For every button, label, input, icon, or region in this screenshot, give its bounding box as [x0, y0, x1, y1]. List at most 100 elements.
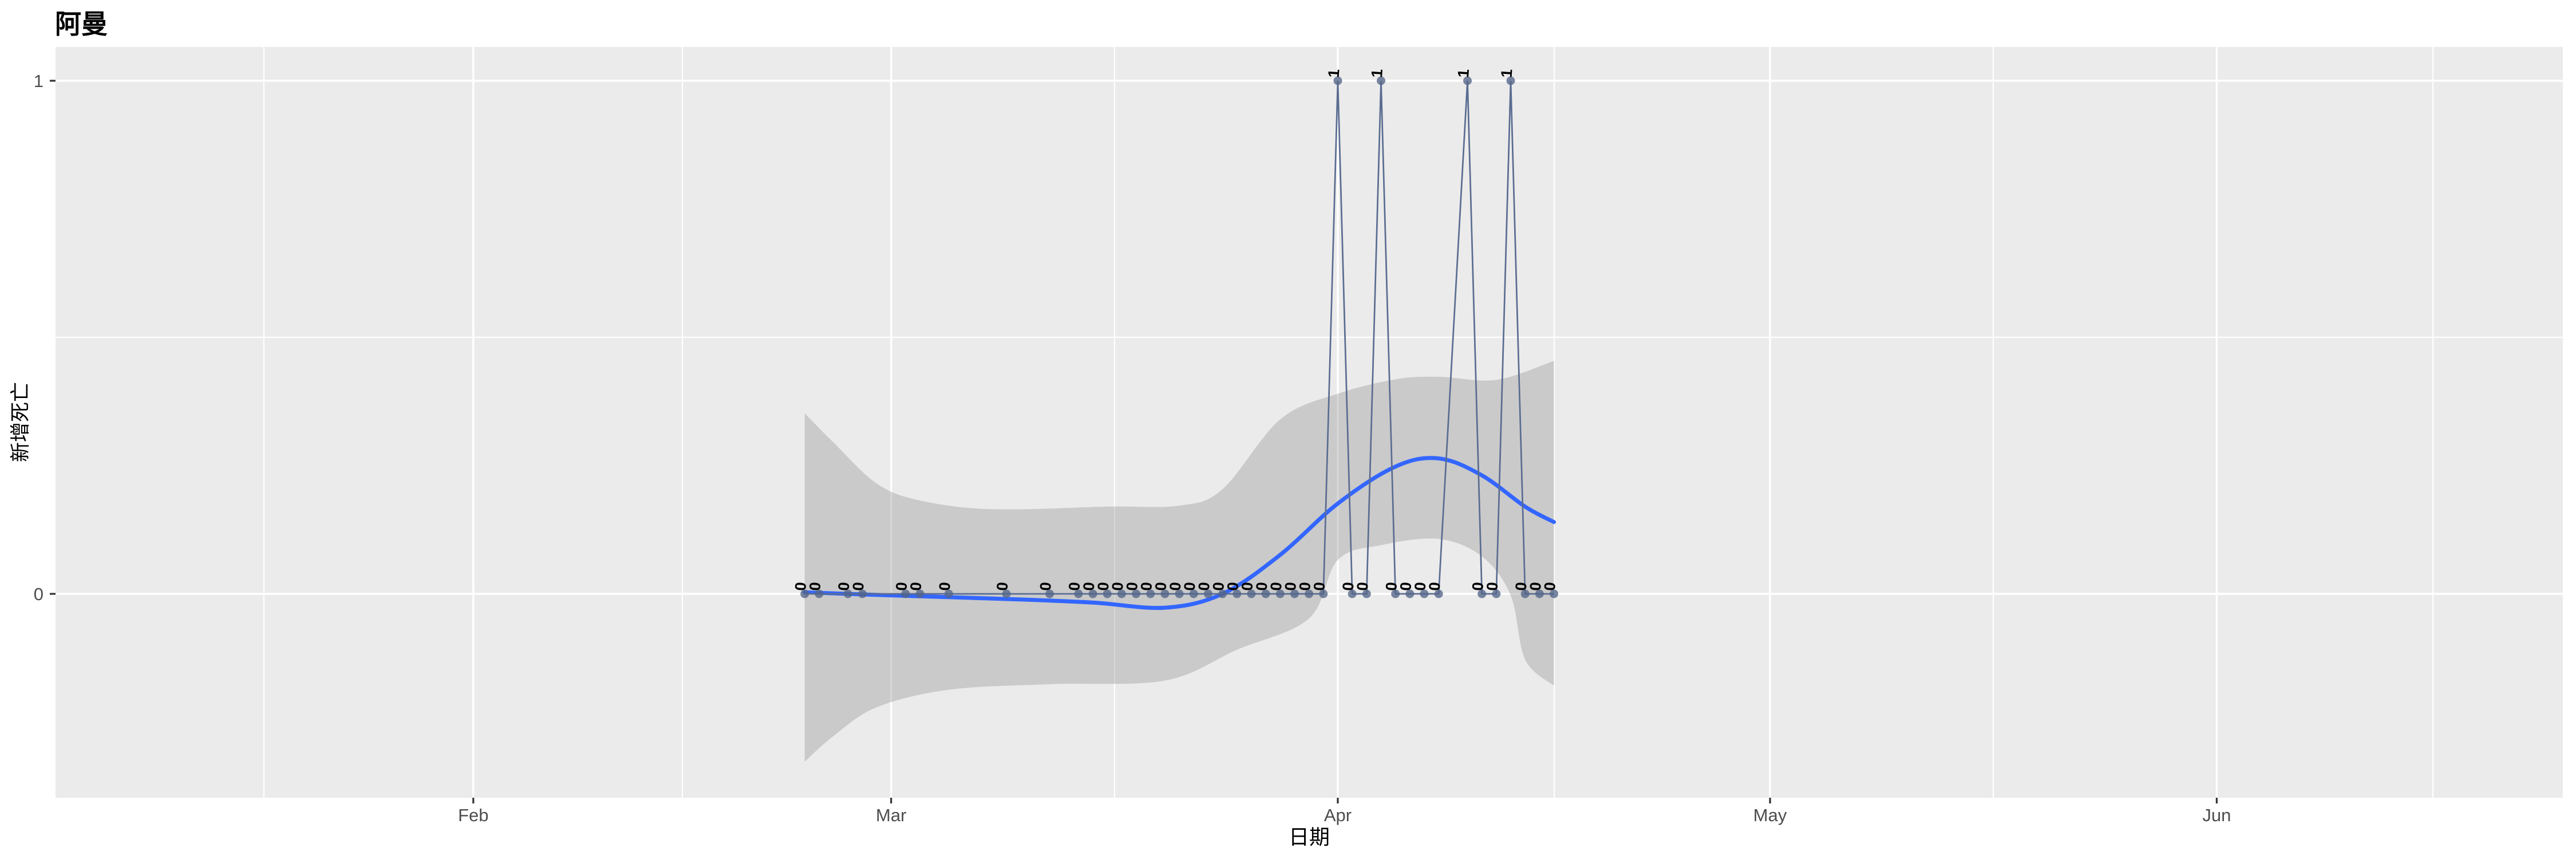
data-point — [1103, 589, 1112, 598]
point-label: 0 — [1296, 581, 1314, 591]
data-point — [1319, 589, 1328, 598]
data-point — [1132, 589, 1141, 598]
data-point — [858, 589, 867, 598]
data-point — [1045, 589, 1054, 598]
point-label: 0 — [1109, 581, 1127, 591]
x-tick-label: Jun — [2202, 805, 2231, 825]
point-label: 0 — [1253, 581, 1271, 591]
point-label: 0 — [1282, 581, 1299, 591]
point-label: 0 — [1137, 581, 1155, 591]
data-point — [1189, 589, 1198, 598]
data-point — [843, 589, 852, 598]
plot-title: 阿曼 — [55, 9, 108, 39]
point-label: 0 — [936, 581, 954, 591]
data-line — [804, 80, 1554, 595]
x-tick-label: Feb — [458, 805, 488, 825]
point-label: 0 — [835, 581, 853, 591]
data-point — [1218, 589, 1227, 598]
data-point — [1420, 589, 1429, 598]
data-point — [1002, 589, 1011, 598]
y-axis-title: 新增死亡 — [9, 381, 32, 463]
data-point — [1275, 589, 1285, 598]
data-point — [1117, 589, 1126, 598]
data-point — [1333, 76, 1342, 85]
data-point — [1261, 589, 1270, 598]
data-point — [901, 589, 910, 598]
point-label: 0 — [1310, 581, 1328, 591]
data-point — [1290, 589, 1299, 598]
point-label: 1 — [1325, 68, 1343, 78]
y-tick-label: 1 — [34, 71, 44, 91]
data-points — [800, 76, 1559, 598]
point-label: 0 — [1167, 581, 1184, 591]
point-label: 0 — [1080, 581, 1098, 591]
data-point — [1175, 589, 1184, 598]
data-point — [1550, 589, 1559, 598]
point-label: 1 — [1498, 68, 1516, 78]
data-point — [1535, 589, 1544, 598]
data-point — [1362, 589, 1371, 598]
point-label: 0 — [994, 581, 1012, 591]
point-label: 0 — [1412, 581, 1429, 591]
point-label: 1 — [1455, 68, 1472, 78]
point-label: 1 — [1368, 68, 1386, 78]
point-label: 0 — [907, 581, 925, 591]
point-label: 0 — [1469, 581, 1487, 591]
smooth-line — [803, 456, 1556, 610]
data-point — [1232, 589, 1242, 598]
x-axis-title: 日期 — [1288, 825, 1330, 849]
data-point — [1377, 76, 1386, 85]
point-label: 0 — [1483, 581, 1501, 591]
data-point — [1348, 589, 1357, 598]
data-point — [1247, 589, 1256, 598]
data-point — [1146, 589, 1155, 598]
data-point — [1477, 589, 1487, 598]
data-point — [1506, 76, 1515, 85]
point-label: 0 — [1195, 581, 1213, 591]
point-label: 0 — [806, 581, 824, 591]
data-point — [800, 589, 809, 598]
data-point — [1520, 589, 1530, 598]
point-label: 0 — [1382, 581, 1400, 591]
point-label: 0 — [1397, 581, 1415, 591]
data-point — [1391, 589, 1400, 598]
point-label: 0 — [1210, 581, 1227, 591]
point-label: 0 — [1354, 581, 1372, 591]
point-label: 0 — [1152, 581, 1170, 591]
data-point — [815, 589, 824, 598]
data-point — [1463, 76, 1472, 85]
data-point — [1434, 589, 1443, 598]
point-label: 0 — [1238, 581, 1256, 591]
data-point — [1492, 589, 1501, 598]
point-label: 0 — [1123, 581, 1141, 591]
data-point — [1088, 589, 1097, 598]
data-point — [1305, 589, 1314, 598]
data-point — [915, 589, 924, 598]
point-label: 0 — [792, 581, 809, 591]
point-label: 0 — [1512, 581, 1530, 591]
data-point — [1074, 589, 1083, 598]
axis-ticks — [50, 80, 2218, 803]
point-label: 0 — [1527, 581, 1544, 591]
point-label: 0 — [1426, 581, 1444, 591]
point-label: 0 — [1224, 581, 1242, 591]
x-tick-label: May — [1753, 805, 1787, 825]
point-label: 0 — [1037, 581, 1054, 591]
data-point — [1160, 589, 1170, 598]
point-label: 0 — [1065, 581, 1083, 591]
point-label: 0 — [1267, 581, 1285, 591]
point-label: 0 — [1181, 581, 1199, 591]
point-label: 0 — [892, 581, 910, 591]
point-label: 0 — [1340, 581, 1357, 591]
point-label: 0 — [1541, 581, 1559, 591]
point-label: 0 — [850, 581, 867, 591]
data-point — [944, 589, 953, 598]
x-tick-label: Apr — [1324, 805, 1352, 825]
x-tick-label: Mar — [876, 805, 906, 825]
data-point — [1405, 589, 1415, 598]
confidence-band — [804, 361, 1554, 762]
point-labels: 00 00 00 0 0 0 0000000000000000001001000010010… — [792, 68, 1559, 591]
point-label: 0 — [1095, 581, 1112, 591]
